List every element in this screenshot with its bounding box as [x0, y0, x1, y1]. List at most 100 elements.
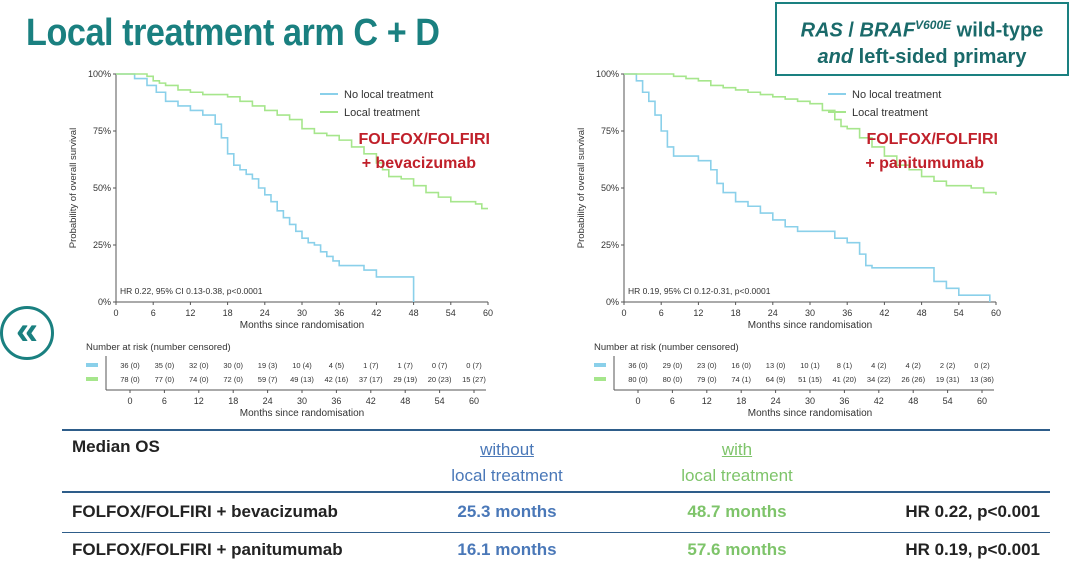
x-tick-label: 54: [446, 308, 456, 318]
wildtype-label: wild-type: [951, 19, 1044, 42]
risk-cell: 1 (7): [397, 361, 413, 370]
x-tick-label: 18: [731, 308, 741, 318]
risk-cell: 4 (2): [905, 361, 921, 370]
with-header: with: [721, 440, 753, 459]
risk-cell: 20 (23): [428, 375, 452, 384]
km-curve-no_local: [116, 73, 415, 302]
risk-tick-label: 6: [670, 396, 675, 406]
legend-label: Local treatment: [852, 107, 928, 119]
risk-tick-label: 48: [908, 396, 918, 406]
y-tick-label: 0%: [606, 297, 619, 307]
x-tick-label: 24: [260, 308, 270, 318]
risk-cell: 1 (7): [363, 361, 379, 370]
x-tick-label: 42: [879, 308, 889, 318]
table-row: FOLFOX/FOLFIRI + panitumumab 16.1 months…: [62, 532, 1050, 561]
risk-cell: 64 (9): [766, 375, 786, 384]
x-tick-label: 6: [659, 308, 664, 318]
risk-cell: 59 (7): [258, 375, 278, 384]
risk-tick-label: 0: [127, 396, 132, 406]
risk-cell: 0 (7): [432, 361, 448, 370]
risk-cell: 10 (1): [800, 361, 820, 370]
risk-tick-label: 0: [635, 396, 640, 406]
x-axis-label: Months since randomisation: [240, 320, 365, 331]
left-sided-label: left-sided primary: [853, 45, 1027, 68]
x-tick-label: 0: [113, 308, 118, 318]
risk-cell: 72 (0): [223, 375, 243, 384]
risk-cell: 4 (5): [329, 361, 345, 370]
risk-cell: 32 (0): [189, 361, 209, 370]
risk-tick-label: 18: [736, 396, 746, 406]
y-tick-label: 0%: [98, 297, 111, 307]
risk-tick-label: 24: [771, 396, 781, 406]
risk-tick-label: 6: [162, 396, 167, 406]
risk-cell: 19 (31): [936, 375, 960, 384]
x-tick-label: 42: [371, 308, 381, 318]
risk-cell: 8 (1): [837, 361, 853, 370]
hazard-ratio-text: HR 0.22, 95% CI 0.13-0.38, p<0.0001: [120, 286, 263, 296]
x-tick-label: 24: [768, 308, 778, 318]
subgroup-line-2: and left-sided primary: [777, 44, 1067, 70]
legend-label: No local treatment: [344, 89, 433, 101]
risk-tick-label: 60: [469, 396, 479, 406]
risk-cell: 79 (0): [697, 375, 717, 384]
slide-title: Local treatment arm C + D: [26, 12, 440, 54]
y-tick-label: 25%: [601, 240, 619, 250]
risk-cell: 78 (0): [120, 375, 140, 384]
braf-label: BRAF: [859, 19, 916, 42]
legend-label: No local treatment: [852, 89, 941, 101]
row-label: FOLFOX/FOLFIRI + bevacizumab: [62, 492, 402, 533]
x-tick-label: 60: [991, 308, 1001, 318]
x-tick-label: 12: [693, 308, 703, 318]
y-tick-label: 100%: [596, 69, 619, 79]
risk-cell: 35 (0): [155, 361, 175, 370]
risk-cell: 34 (22): [867, 375, 891, 384]
risk-cell: 4 (2): [871, 361, 887, 370]
risk-table-title: Number at risk (number censored): [86, 342, 231, 353]
risk-cell: 74 (1): [731, 375, 751, 384]
y-tick-label: 50%: [93, 183, 111, 193]
risk-cell: 51 (15): [798, 375, 822, 384]
risk-cell: 42 (16): [325, 375, 349, 384]
ras-label: RAS: [800, 19, 843, 42]
y-axis-label: Probability of overall survival: [68, 128, 79, 248]
risk-cell: 16 (0): [731, 361, 751, 370]
km-chart-bevacizumab: 0%25%50%75%100%0 6 12 18 24 30 36 42 48 54 60Month…: [68, 69, 493, 419]
y-tick-label: 100%: [88, 69, 111, 79]
x-tick-label: 30: [297, 308, 307, 318]
risk-cell: 15 (27): [462, 375, 486, 384]
with-header-sub: local treatment: [681, 466, 793, 485]
row-without-value: 25.3 months: [402, 492, 612, 533]
risk-cell: 26 (26): [901, 375, 925, 384]
risk-cell: 19 (3): [258, 361, 278, 370]
risk-axis-label: Months since randomisation: [240, 408, 365, 419]
km-chart-panitumumab: 0%25%50%75%100%0 6 12 18 24 30 36 42 48 54 60Month…: [576, 69, 1001, 419]
y-tick-label: 25%: [93, 240, 111, 250]
median-os-table: Median OS without local treatment with l…: [62, 429, 1050, 561]
risk-cell: 13 (36): [970, 375, 994, 384]
back-button[interactable]: «: [0, 306, 54, 360]
risk-cell: 37 (17): [359, 375, 383, 384]
risk-tick-label: 60: [977, 396, 987, 406]
risk-cell: 41 (20): [833, 375, 857, 384]
risk-cell: 36 (0): [628, 361, 648, 370]
row-label: FOLFOX/FOLFIRI + panitumumab: [72, 540, 343, 560]
row-with-value: 48.7 months: [612, 492, 862, 533]
double-chevron-left-icon: «: [15, 309, 39, 353]
x-axis-label: Months since randomisation: [748, 320, 873, 331]
x-tick-label: 0: [621, 308, 626, 318]
y-tick-label: 75%: [601, 126, 619, 136]
risk-cell: 23 (0): [697, 361, 717, 370]
x-tick-label: 30: [805, 308, 815, 318]
y-tick-label: 50%: [601, 183, 619, 193]
risk-cell: 49 (13): [290, 375, 314, 384]
subgroup-line-1: RAS / BRAFV600E wild-type: [777, 12, 1067, 44]
km-curve-local: [116, 73, 488, 210]
regimen-label-line-1: FOLFOX/FOLFIRI: [866, 131, 998, 148]
risk-cell: 30 (0): [223, 361, 243, 370]
regimen-label-line-2: + panitumumab: [865, 155, 984, 172]
risk-tick-label: 36: [331, 396, 341, 406]
risk-cell: 36 (0): [120, 361, 140, 370]
risk-cell: 80 (0): [663, 375, 683, 384]
risk-tick-label: 18: [228, 396, 238, 406]
risk-cell: 77 (0): [155, 375, 175, 384]
